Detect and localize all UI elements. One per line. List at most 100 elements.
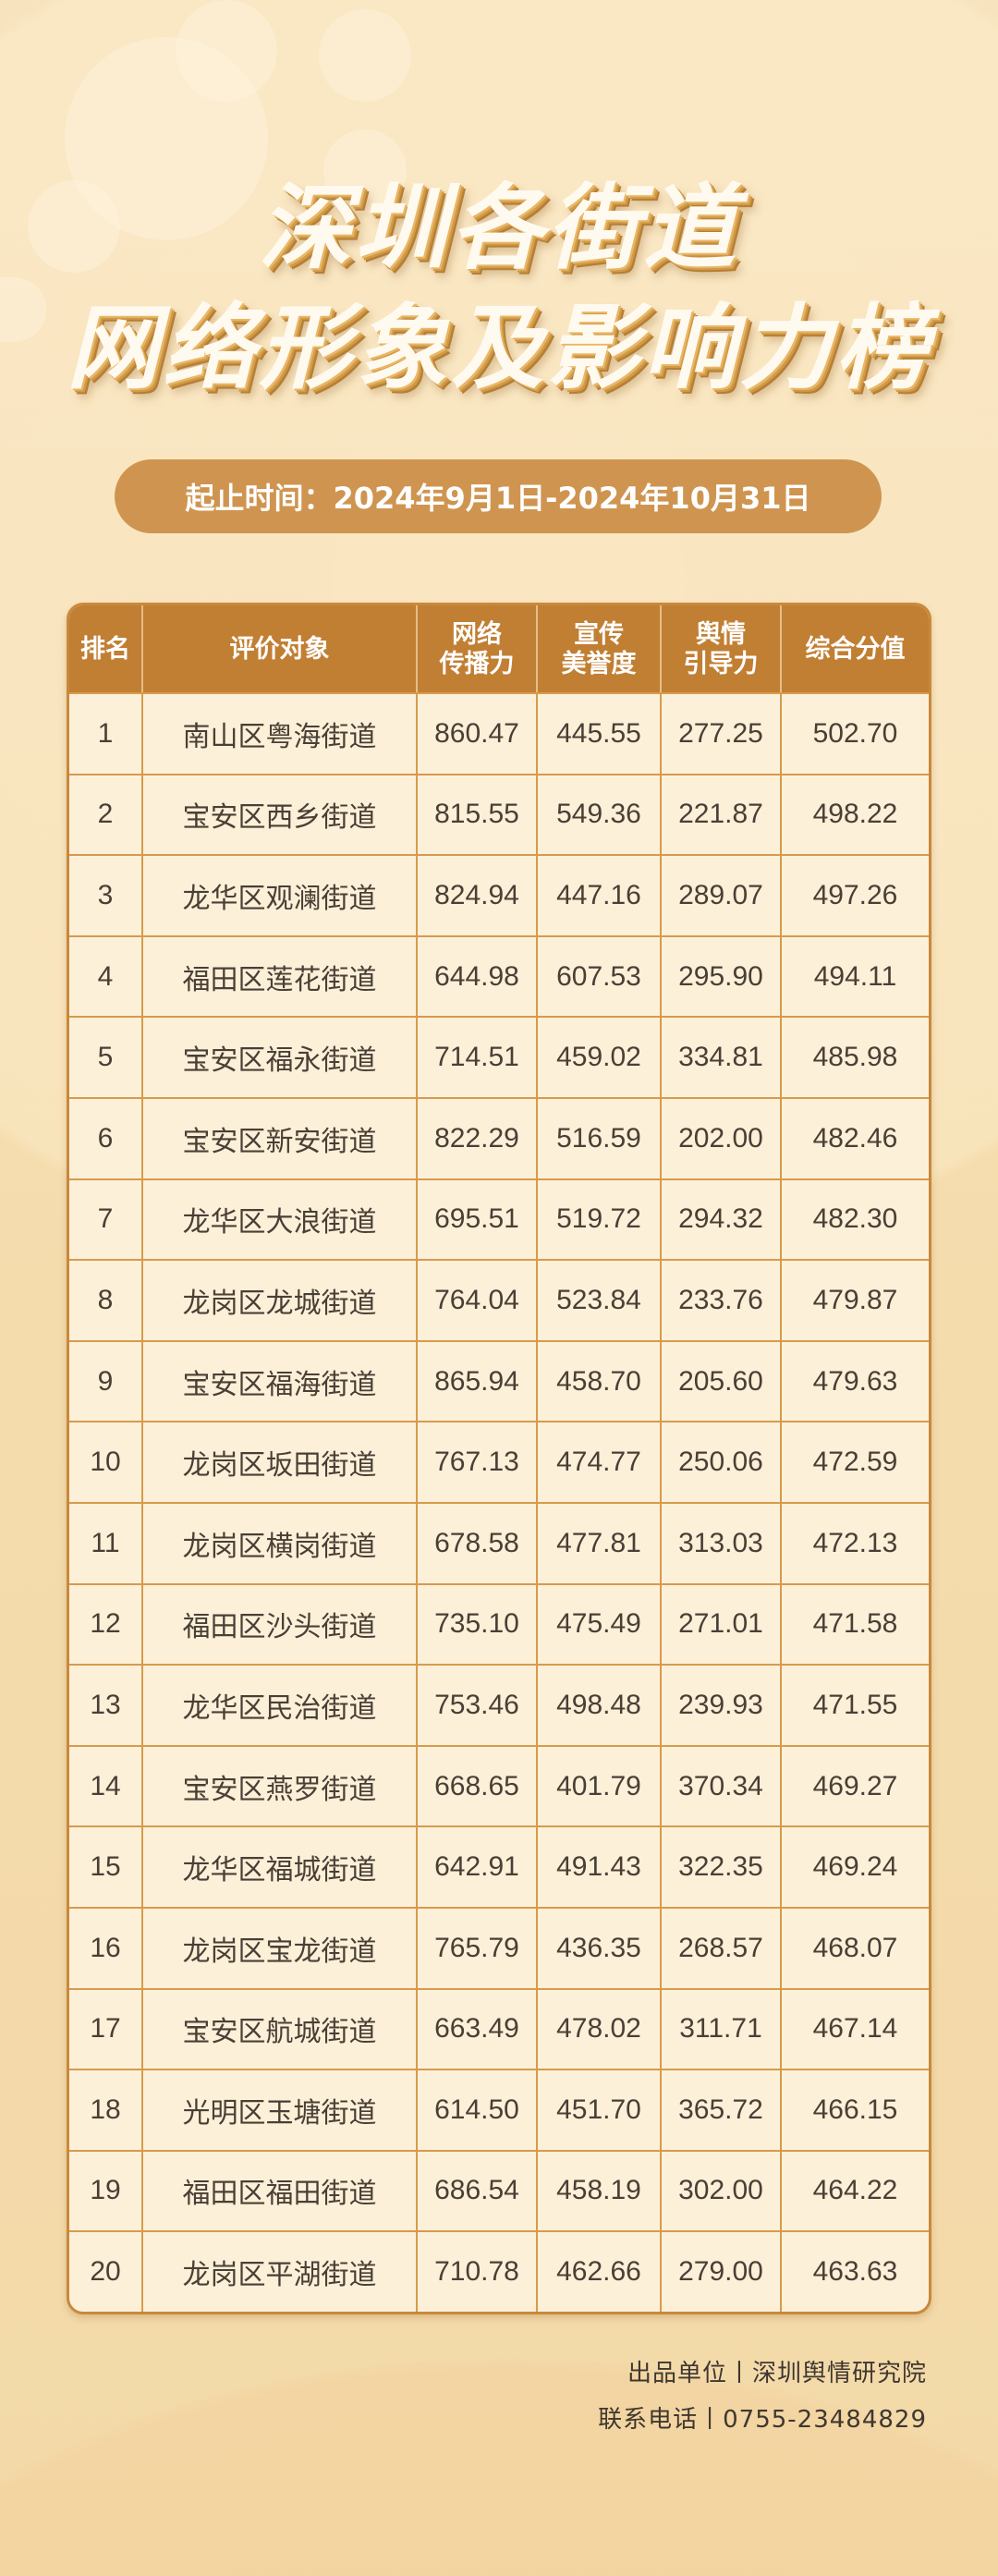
table-row: 17 宝安区航城街道 663.49 478.02 311.71 467.14	[69, 1987, 929, 2069]
total-score-cell: 468.07	[780, 1908, 929, 1988]
table-row: 10 龙岗区坂田街道 767.13 474.77 250.06 472.59	[69, 1421, 929, 1502]
table-row: 8 龙岗区龙城街道 764.04 523.84 233.76 479.87	[69, 1259, 929, 1340]
network-spread-cell: 668.65	[416, 1746, 536, 1826]
table-row: 9 宝安区福海街道 865.94 458.70 205.60 479.63	[69, 1339, 929, 1422]
subject-cell: 龙华区民治街道	[141, 1666, 416, 1745]
subject-cell: 龙岗区横岗街道	[141, 1503, 416, 1583]
table-header: 排名 评价对象 网络 传播力 宣传 美誉度 舆情 引导力 综合分值	[69, 605, 929, 692]
reputation-cell: 459.02	[536, 1018, 660, 1097]
opinion-guidance-cell: 302.00	[660, 2151, 780, 2231]
opinion-guidance-cell: 205.60	[660, 1341, 780, 1422]
total-score-cell: 494.11	[780, 936, 929, 1017]
total-score-cell: 472.13	[780, 1503, 929, 1583]
rank-cell: 19	[90, 2175, 121, 2206]
rank-cell: 3	[97, 879, 114, 910]
reputation-cell: 458.19	[536, 2151, 660, 2231]
opinion-guidance-cell: 313.03	[660, 1503, 780, 1583]
total-score-cell: 498.22	[780, 775, 929, 855]
network-spread-cell: 642.91	[416, 1827, 536, 1907]
reputation-cell: 498.48	[536, 1666, 660, 1745]
total-score-cell: 485.98	[780, 1018, 929, 1097]
network-spread-cell: 815.55	[416, 775, 536, 855]
network-spread-cell: 824.94	[416, 856, 536, 935]
subject-cell: 光明区玉塘街道	[141, 2070, 416, 2150]
opinion-guidance-cell: 322.35	[660, 1827, 780, 1907]
table-row: 2 宝安区西乡街道 815.55 549.36 221.87 498.22	[69, 773, 929, 855]
reputation-cell: 516.59	[536, 1098, 660, 1178]
opinion-guidance-cell: 370.34	[660, 1746, 780, 1826]
opinion-guidance-cell: 334.81	[660, 1018, 780, 1097]
network-spread-cell: 764.04	[416, 1261, 536, 1340]
reputation-cell: 491.43	[536, 1827, 660, 1907]
subject-cell: 龙岗区龙城街道	[141, 1261, 416, 1340]
reputation-cell: 445.55	[536, 694, 660, 774]
total-score-cell: 482.30	[780, 1179, 929, 1260]
opinion-guidance-cell: 295.90	[660, 936, 780, 1017]
table-row: 12 福田区沙头街道 735.10 475.49 271.01 471.58	[69, 1582, 929, 1665]
network-spread-cell: 714.51	[416, 1018, 536, 1097]
network-spread-cell: 765.79	[416, 1908, 536, 1988]
reputation-cell: 436.35	[536, 1908, 660, 1988]
table-row: 5 宝安区福永街道 714.51 459.02 334.81 485.98	[69, 1016, 929, 1097]
table-row: 7 龙华区大浪街道 695.51 519.72 294.32 482.30	[69, 1178, 929, 1260]
subject-cell: 福田区沙头街道	[141, 1584, 416, 1665]
title-line-2: 网络形象及影响力榜	[67, 294, 931, 402]
header-total-score: 综合分值	[780, 605, 929, 692]
network-spread-cell: 767.13	[416, 1422, 536, 1502]
table-row: 4 福田区莲花街道 644.98 607.53 295.90 494.11	[69, 934, 929, 1017]
title-line-1: 深圳各街道	[259, 174, 739, 282]
total-score-cell: 471.55	[780, 1666, 929, 1745]
rank-cell: 8	[97, 1284, 114, 1315]
reputation-cell: 607.53	[536, 936, 660, 1017]
network-spread-cell: 644.98	[416, 936, 536, 1017]
reputation-cell: 475.49	[536, 1584, 660, 1665]
reputation-cell: 458.70	[536, 1341, 660, 1422]
subject-cell: 龙岗区平湖街道	[141, 2232, 416, 2312]
network-spread-cell: 678.58	[416, 1503, 536, 1583]
table-row: 15 龙华区福城街道 642.91 491.43 322.35 469.24	[69, 1825, 929, 1907]
reputation-cell: 447.16	[536, 856, 660, 935]
table-row: 1 南山区粤海街道 860.47 445.55 277.25 502.70	[69, 692, 929, 774]
subject-cell: 南山区粤海街道	[141, 694, 416, 774]
rank-cell: 14	[90, 1770, 121, 1801]
network-spread-cell: 663.49	[416, 1989, 536, 2069]
reputation-cell: 401.79	[536, 1746, 660, 1826]
rank-cell: 18	[90, 2094, 121, 2125]
total-score-cell: 466.15	[780, 2070, 929, 2150]
total-score-cell: 464.22	[780, 2151, 929, 2231]
rank-cell: 4	[97, 960, 114, 992]
producer-text: 出品单位丨深圳舆情研究院	[627, 2360, 927, 2387]
subject-cell: 宝安区福海街道	[141, 1341, 416, 1422]
table-row: 3 龙华区观澜街道 824.94 447.16 289.07 497.26	[69, 854, 929, 935]
table-row: 20 龙岗区平湖街道 710.78 462.66 279.00 463.63	[69, 2230, 929, 2312]
total-score-cell: 467.14	[780, 1989, 929, 2069]
subject-cell: 宝安区燕罗街道	[141, 1746, 416, 1826]
period-badge: 起止时间：2024年9月1日-2024年10月31日	[115, 459, 882, 533]
opinion-guidance-cell: 279.00	[660, 2232, 780, 2312]
subject-cell: 宝安区新安街道	[141, 1098, 416, 1178]
opinion-guidance-cell: 202.00	[660, 1098, 780, 1178]
table-row: 19 福田区福田街道 686.54 458.19 302.00 464.22	[69, 2149, 929, 2231]
total-score-cell: 482.46	[780, 1098, 929, 1178]
table-row: 6 宝安区新安街道 822.29 516.59 202.00 482.46	[69, 1096, 929, 1178]
subject-cell: 龙岗区坂田街道	[141, 1422, 416, 1502]
rank-cell: 9	[97, 1365, 114, 1397]
cloud-download-icon	[176, 0, 277, 102]
total-score-cell: 479.87	[780, 1261, 929, 1340]
reputation-cell: 549.36	[536, 775, 660, 855]
total-score-cell: 469.24	[780, 1827, 929, 1907]
reputation-cell: 451.70	[536, 2070, 660, 2150]
opinion-guidance-cell: 294.32	[660, 1179, 780, 1260]
subject-cell: 龙华区大浪街道	[141, 1179, 416, 1260]
ranking-table: 排名 评价对象 网络 传播力 宣传 美誉度 舆情 引导力 综合分值 1 南山区粤海…	[67, 603, 931, 2314]
network-spread-cell: 735.10	[416, 1584, 536, 1665]
total-score-cell: 469.27	[780, 1746, 929, 1826]
subject-cell: 宝安区福永街道	[141, 1018, 416, 1097]
rank-cell: 16	[90, 1932, 121, 1963]
rank-cell: 15	[90, 1851, 121, 1883]
cloud-icon	[319, 9, 411, 102]
total-score-cell: 471.58	[780, 1584, 929, 1665]
reputation-cell: 519.72	[536, 1179, 660, 1260]
opinion-guidance-cell: 233.76	[660, 1261, 780, 1340]
table-row: 16 龙岗区宝龙街道 765.79 436.35 268.57 468.07	[69, 1906, 929, 1988]
